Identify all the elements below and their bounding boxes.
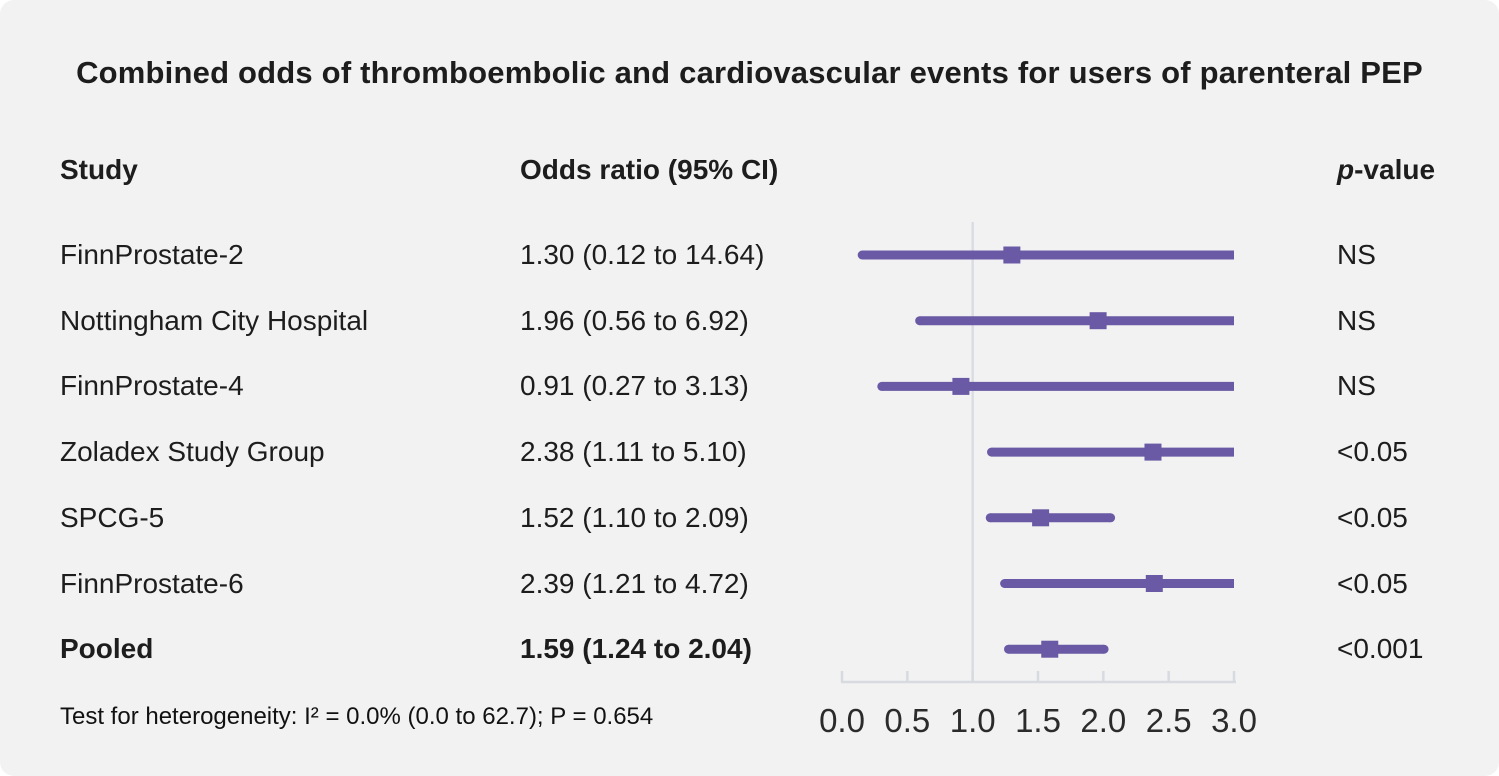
study-label: Pooled [60,633,154,665]
axis-tick-label: 2.5 [1146,702,1192,739]
point-estimate-marker [1041,640,1059,658]
ci-line-left-cap [857,250,867,260]
p-value: NS [1337,239,1376,270]
point-estimate-marker [1145,575,1163,592]
axis-tick-label: 3.0 [1211,702,1257,739]
p-value: <0.05 [1337,436,1408,468]
study-label: Nottingham City Hospital [60,304,369,336]
ci-line-left-cap [1004,644,1014,654]
column-header-p-value: p-value [1337,152,1435,188]
point-estimate-marker [1089,312,1107,330]
column-header-study: Study [60,154,138,185]
point-estimate-marker [1032,509,1050,527]
odds-ratio-value: 0.91 (0.27 to 3.13) [520,370,749,402]
odds-ratio-value: 1.59 (1.24 to 2.04) [520,633,752,665]
study-label: SPCG-5 [60,501,165,533]
column-header-odds-ratio: Odds ratio (95% CI) [520,154,779,185]
ci-line-left-cap [877,381,887,391]
point-estimate-marker [1144,443,1162,461]
p-value-header-italic: p [1337,154,1355,185]
p-value: <0.05 [1337,567,1408,599]
ci-line-left-cap [985,513,995,523]
ci-line-right-cap [1106,513,1116,523]
odds-ratio-value: 2.38 (1.11 to 5.10) [520,436,747,468]
odds-ratio-value: 1.30 (0.12 to 14.64) [520,239,765,270]
ci-line-left-cap [987,447,997,457]
ci-line-right-cap [1099,644,1109,654]
point-estimate-marker [1003,246,1021,264]
p-value: <0.001 [1337,633,1424,665]
axis-tick-label: 1.0 [950,702,996,739]
study-label: FinnProstate-4 [60,370,244,402]
chart-title: Combined odds of thromboembolic and card… [76,55,1423,90]
axis-tick-label: 0.0 [819,702,865,739]
odds-ratio-value: 2.39 (1.21 to 4.72) [520,567,749,599]
odds-ratio-value: 1.52 (1.10 to 2.09) [520,501,749,533]
ci-line-left-cap [1000,579,1010,588]
p-value: <0.05 [1337,501,1408,533]
point-estimate-marker [952,377,970,395]
p-value: NS [1337,304,1376,336]
ci-line-left-cap [915,316,925,326]
axis-tick-label: 2.0 [1080,702,1126,739]
heterogeneity-note: Test for heterogeneity: I² = 0.0% (0.0 t… [60,703,654,730]
axis-tick-label: 0.5 [884,702,930,739]
p-value: NS [1337,370,1376,402]
study-label: Zoladex Study Group [60,436,325,468]
study-label: FinnProstate-2 [60,239,244,270]
study-label: FinnProstate-6 [60,567,244,599]
p-value-header-rest: -value [1354,154,1436,185]
axis-tick-label: 1.5 [1015,702,1061,739]
odds-ratio-value: 1.96 (0.56 to 6.92) [520,304,749,336]
